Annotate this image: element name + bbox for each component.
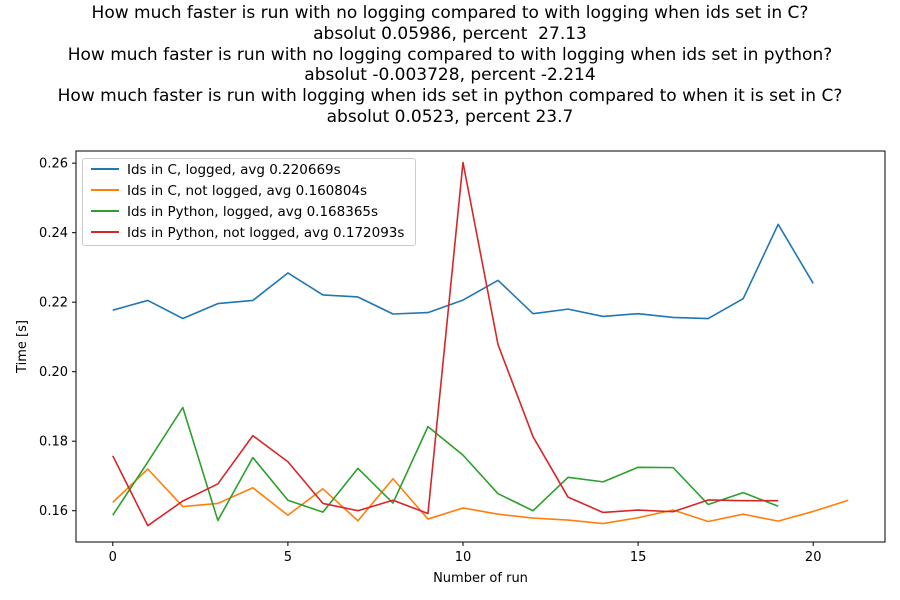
series-line-2: [112, 468, 849, 525]
legend-entry: Ids in Python, logged, avg 0.168365s: [91, 202, 378, 222]
y-axis-label: Time [s]: [15, 320, 30, 374]
x-tick-label: 0: [109, 550, 117, 565]
x-tick-label: 10: [455, 550, 472, 565]
series-layer: [112, 161, 849, 527]
legend-swatch: [91, 168, 119, 170]
series-line-3: [112, 406, 779, 522]
plot-frame: [75, 150, 886, 543]
y-tick-label: 0.16: [39, 504, 68, 519]
series-line-4: [112, 161, 779, 527]
title-line: absolut -0.003728, percent -2.214: [304, 65, 596, 86]
chart-title: How much faster is run with no logging c…: [0, 3, 900, 128]
x-tick-label: 5: [284, 550, 292, 565]
legend-swatch: [91, 231, 119, 233]
legend-swatch: [91, 189, 119, 191]
y-tick-label: 0.20: [39, 365, 68, 380]
y-tick-label: 0.22: [39, 296, 68, 311]
x-axis: 0 5 10 15 20: [109, 542, 822, 565]
title-line: How much faster is run with no logging c…: [91, 3, 809, 23]
title-line: How much faster is run with no logging c…: [67, 44, 833, 65]
series-line-1: [112, 223, 814, 320]
legend-label: Ids in Python, not logged, avg 0.172093s: [127, 225, 405, 241]
legend: Ids in C, logged, avg 0.220669s Ids in C…: [82, 158, 416, 246]
y-tick-label: 0.18: [39, 435, 68, 450]
legend-label: Ids in C, not logged, avg 0.160804s: [127, 183, 368, 199]
title-line: absolut 0.0523, percent 23.7: [326, 106, 574, 127]
title-line: How much faster is run with logging when…: [57, 86, 843, 107]
legend-entry: Ids in Python, not logged, avg 0.172093s: [91, 223, 404, 243]
y-axis: 0.16 0.18 0.20 0.22 0.24 0.26: [39, 157, 76, 519]
legend-label: Ids in C, logged, avg 0.220669s: [127, 162, 341, 178]
title-line: absolut 0.05986, percent 27.13: [313, 23, 587, 44]
x-axis-label: Number of run: [433, 571, 528, 586]
x-tick-label: 20: [805, 550, 822, 565]
legend-swatch: [91, 210, 119, 212]
legend-entry: Ids in C, not logged, avg 0.160804s: [91, 181, 367, 201]
y-tick-label: 0.24: [39, 226, 68, 241]
x-tick-label: 15: [630, 550, 647, 565]
y-tick-label: 0.26: [39, 157, 68, 172]
legend-entry: Ids in C, logged, avg 0.220669s: [91, 160, 341, 180]
legend-label: Ids in Python, logged, avg 0.168365s: [127, 204, 379, 220]
